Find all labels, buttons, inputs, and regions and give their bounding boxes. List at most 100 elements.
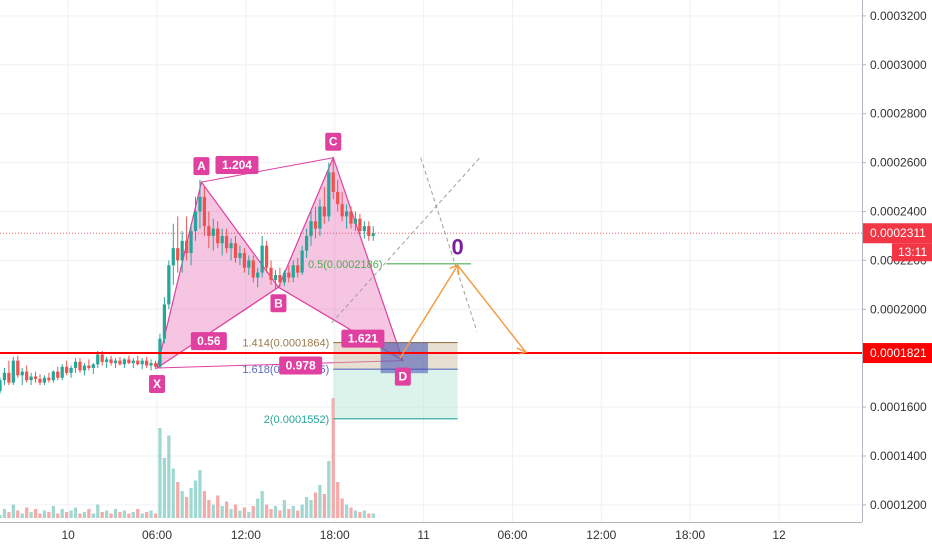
volume-bar <box>158 428 162 518</box>
volume-bar <box>304 497 309 518</box>
ratio-box <box>341 329 385 348</box>
volume-bar <box>136 509 140 518</box>
candle-body <box>180 240 184 261</box>
volume-bar <box>167 435 171 518</box>
volume-bar <box>313 492 318 518</box>
volume-bar <box>60 509 64 518</box>
volume-bar <box>278 510 282 518</box>
price-tick-label: 0.0003200 <box>870 9 927 23</box>
volume-bar <box>25 507 29 518</box>
candle-body <box>51 371 55 381</box>
price-tick-label: 0.0002400 <box>870 204 927 218</box>
candle-body <box>2 372 7 381</box>
fib-label: 2(0.0001552) <box>264 414 329 426</box>
candle-body <box>207 226 211 236</box>
point-label: D <box>399 370 408 384</box>
grid <box>0 0 862 522</box>
volume-bar <box>78 513 82 518</box>
candle-body <box>367 226 371 236</box>
candle-body <box>318 206 322 229</box>
volume-bar <box>73 507 78 518</box>
volume-bar <box>87 509 91 518</box>
point-marker <box>148 374 165 393</box>
candle-body <box>304 235 309 251</box>
volume-bar <box>309 500 313 518</box>
point-marker <box>394 367 411 386</box>
candle-body <box>91 364 95 368</box>
price-tag-label: 0.0001821 <box>870 346 927 360</box>
candle-body <box>29 376 33 381</box>
candle-body <box>25 371 29 381</box>
candle-body <box>11 360 15 383</box>
candle-body <box>149 363 153 366</box>
candle-body <box>42 377 47 383</box>
candle-body <box>87 365 91 368</box>
candle-body <box>224 235 229 249</box>
candle-body <box>251 260 255 278</box>
volume-bar <box>340 498 344 518</box>
volume-bar <box>109 513 113 518</box>
candle-body <box>349 211 353 224</box>
candle-body <box>269 267 273 280</box>
candle-body <box>184 240 189 254</box>
volume-bar <box>224 501 229 518</box>
candle-body <box>100 354 104 362</box>
ratio-label: 1.204 <box>222 158 252 172</box>
volume-bar <box>367 513 371 518</box>
volume-bar <box>42 510 47 518</box>
candle-body <box>78 361 82 371</box>
candle-body <box>7 372 11 383</box>
volume-bar <box>20 513 24 518</box>
ratio-label: 0.56 <box>197 334 221 348</box>
volume-bar <box>256 498 260 518</box>
volume-bar <box>29 512 33 518</box>
volume-bar <box>322 494 326 518</box>
price-tick-label: 0.0001600 <box>870 400 927 414</box>
volume-bar <box>349 507 353 518</box>
volume-bar <box>229 509 233 518</box>
volume-bar <box>336 482 340 518</box>
candle-body <box>33 376 38 379</box>
volume-bar <box>251 506 255 518</box>
volume-bar <box>344 504 349 518</box>
candle-body <box>105 359 109 362</box>
volume-bar <box>189 488 193 518</box>
candle-body <box>60 366 64 378</box>
candle-body <box>273 275 278 280</box>
volume-bar <box>47 512 51 518</box>
volume-bar <box>56 513 60 518</box>
candle-body <box>211 228 215 236</box>
point-marker <box>193 157 210 176</box>
volume-bar <box>247 512 251 518</box>
volume-bar <box>51 506 55 518</box>
candle-body <box>322 206 326 217</box>
candle-body <box>313 221 318 229</box>
candle-body <box>82 365 87 371</box>
candle-body <box>16 360 20 376</box>
point-marker <box>270 294 287 313</box>
price-tag-label: 0.0002311 <box>870 226 926 240</box>
volume-bar <box>282 500 286 518</box>
candle-body <box>47 377 51 381</box>
candle-body <box>122 359 127 365</box>
candle-body <box>371 233 375 236</box>
candle-body <box>38 378 42 383</box>
time-tick-label: 10 <box>61 528 75 542</box>
candle-body <box>327 172 331 217</box>
volume-bar <box>96 504 100 518</box>
price-axis-bg <box>862 0 932 550</box>
candle-body <box>96 354 100 365</box>
trend-line-dashed <box>420 157 478 332</box>
volume-bar <box>242 507 247 518</box>
volume-bar <box>145 512 149 518</box>
volume-bar <box>122 510 127 518</box>
candle-body <box>109 359 113 364</box>
time-tick-label: 12:00 <box>231 528 261 542</box>
candle-body <box>20 371 24 376</box>
candle-body <box>153 363 158 367</box>
candle-body <box>198 196 202 212</box>
candle-body <box>167 265 171 305</box>
candle-body <box>344 211 349 217</box>
